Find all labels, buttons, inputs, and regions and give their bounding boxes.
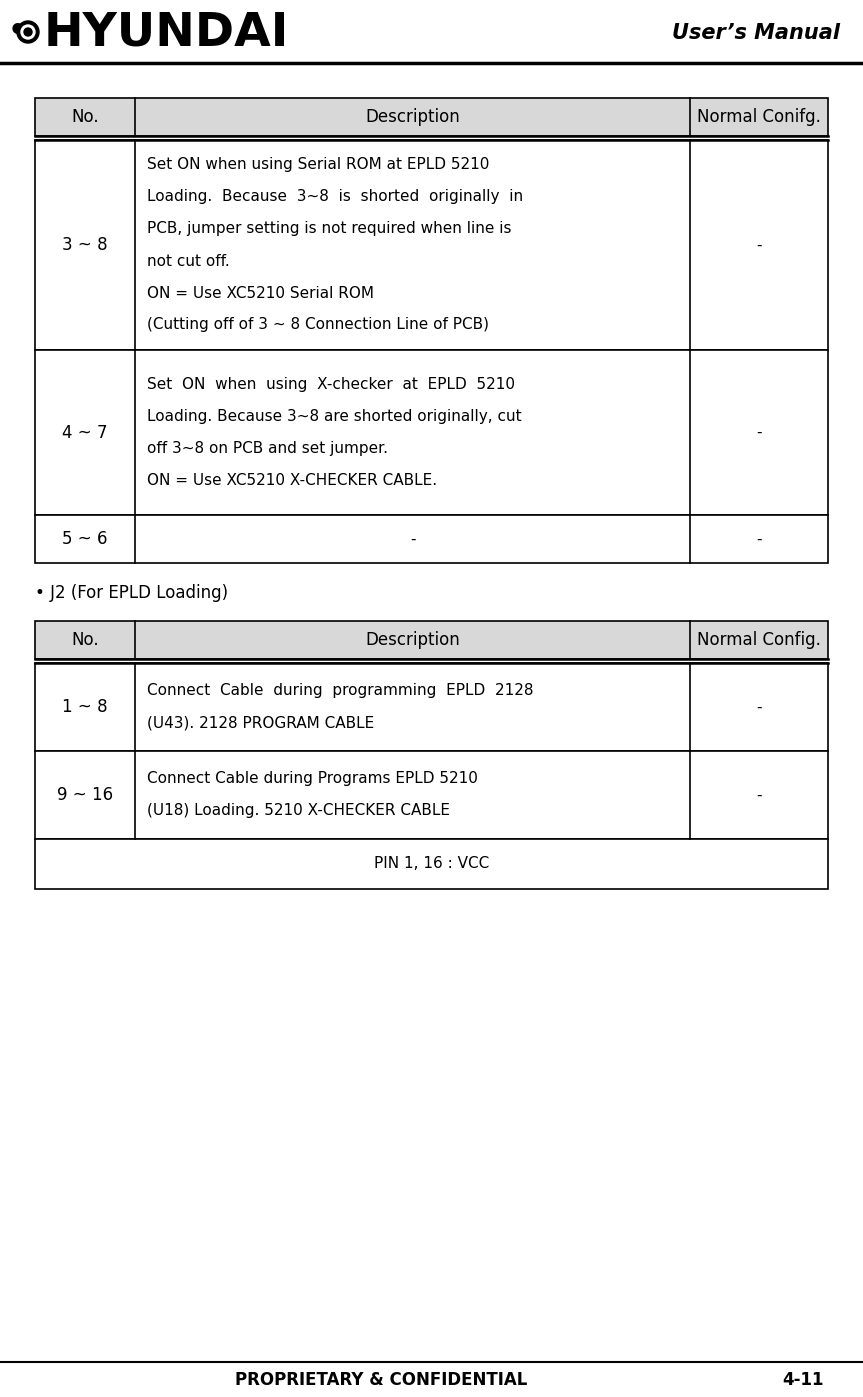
- Bar: [35, 98, 828, 136]
- Text: (U43). 2128 PROGRAM CABLE: (U43). 2128 PROGRAM CABLE: [147, 715, 375, 731]
- Text: PIN 1, 16 : VCC: PIN 1, 16 : VCC: [374, 856, 489, 872]
- Text: • J2 (For EPLD Loading): • J2 (For EPLD Loading): [35, 584, 228, 602]
- Circle shape: [17, 21, 39, 43]
- Text: (Cutting off of 3 ~ 8 Connection Line of PCB): (Cutting off of 3 ~ 8 Connection Line of…: [147, 317, 489, 332]
- Text: Description: Description: [365, 108, 460, 126]
- Text: Connect  Cable  during  programming  EPLD  2128: Connect Cable during programming EPLD 21…: [147, 683, 533, 698]
- Text: 4-11: 4-11: [782, 1370, 824, 1389]
- Text: 5 ~ 6: 5 ~ 6: [62, 529, 108, 548]
- Circle shape: [21, 25, 35, 39]
- Text: User’s Manual: User’s Manual: [672, 22, 840, 43]
- Text: 1 ~ 8: 1 ~ 8: [62, 698, 108, 717]
- Text: ON = Use XC5210 Serial ROM: ON = Use XC5210 Serial ROM: [147, 285, 374, 300]
- Circle shape: [24, 28, 32, 36]
- Text: Set  ON  when  using  X-checker  at  EPLD  5210: Set ON when using X-checker at EPLD 5210: [147, 377, 515, 393]
- Text: Description: Description: [365, 631, 460, 650]
- Text: (U18) Loading. 5210 X-CHECKER CABLE: (U18) Loading. 5210 X-CHECKER CABLE: [147, 803, 450, 819]
- Bar: [35, 515, 828, 563]
- Text: off 3~8 on PCB and set jumper.: off 3~8 on PCB and set jumper.: [147, 441, 388, 455]
- Text: Connect Cable during Programs EPLD 5210: Connect Cable during Programs EPLD 5210: [147, 771, 478, 787]
- Text: -: -: [756, 237, 762, 253]
- Text: -: -: [410, 531, 415, 546]
- Text: Normal Conifg.: Normal Conifg.: [697, 108, 821, 126]
- Text: Loading.  Because  3~8  is  shorted  originally  in: Loading. Because 3~8 is shorted original…: [147, 190, 523, 204]
- Text: •: •: [8, 18, 28, 46]
- Text: 3 ~ 8: 3 ~ 8: [62, 236, 108, 254]
- Text: 4 ~ 7: 4 ~ 7: [62, 423, 108, 441]
- Text: Loading. Because 3~8 are shorted originally, cut: Loading. Because 3~8 are shorted origina…: [147, 409, 521, 425]
- Bar: [35, 840, 828, 888]
- Text: -: -: [756, 425, 762, 440]
- Bar: [35, 140, 828, 351]
- Text: PROPRIETARY & CONFIDENTIAL: PROPRIETARY & CONFIDENTIAL: [236, 1370, 527, 1389]
- Bar: [35, 752, 828, 840]
- Text: HYUNDAI: HYUNDAI: [44, 11, 289, 56]
- Text: Set ON when using Serial ROM at EPLD 5210: Set ON when using Serial ROM at EPLD 521…: [147, 158, 489, 172]
- Bar: [35, 351, 828, 515]
- Text: No.: No.: [71, 108, 98, 126]
- Text: -: -: [756, 531, 762, 546]
- Bar: [0, 0, 863, 66]
- Text: ON = Use XC5210 X-CHECKER CABLE.: ON = Use XC5210 X-CHECKER CABLE.: [147, 474, 438, 488]
- Text: No.: No.: [71, 631, 98, 650]
- Text: -: -: [756, 700, 762, 714]
- Text: not cut off.: not cut off.: [147, 253, 230, 268]
- Text: 9 ~ 16: 9 ~ 16: [57, 787, 113, 805]
- Bar: [35, 664, 828, 752]
- Text: Normal Config.: Normal Config.: [697, 631, 821, 650]
- Text: -: -: [756, 788, 762, 802]
- Bar: [35, 622, 828, 659]
- Text: PCB, jumper setting is not required when line is: PCB, jumper setting is not required when…: [147, 222, 512, 236]
